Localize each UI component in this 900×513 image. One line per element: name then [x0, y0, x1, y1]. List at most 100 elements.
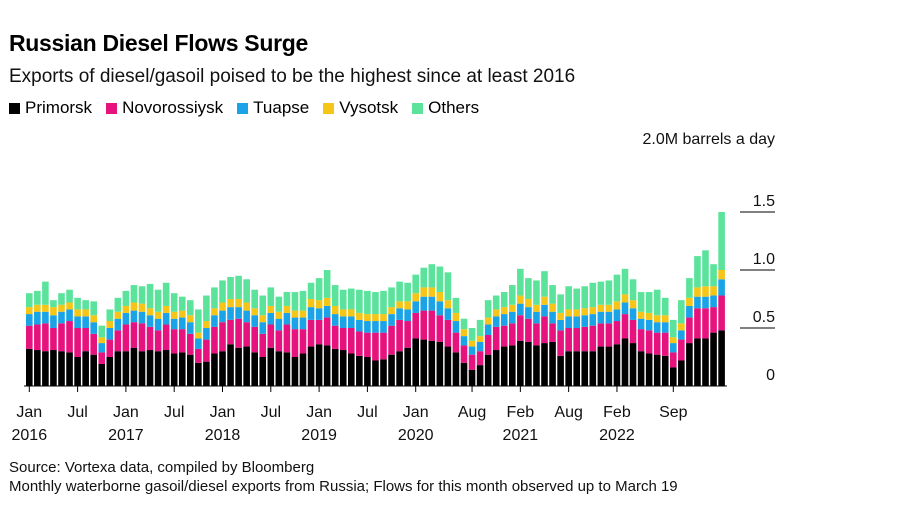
- bar-segment-tuapse: [420, 296, 428, 311]
- bar-segment-vysotsk: [613, 301, 621, 310]
- bar-segment-tuapse: [492, 316, 500, 327]
- bar-segment-vysotsk: [509, 304, 516, 312]
- bar-segment-tuapse: [299, 317, 307, 330]
- bar-segment-vysotsk: [307, 299, 315, 308]
- bar-segment-tuapse: [581, 315, 589, 327]
- bar-segment-primorsk: [541, 343, 548, 386]
- bar-segment-novorossiysk: [138, 323, 146, 352]
- bar-segment-novorossiysk: [670, 352, 677, 368]
- bar-segment-primorsk: [621, 338, 629, 386]
- legend-swatch-novorossiysk: [106, 102, 118, 114]
- bar-segment-novorossiysk: [364, 332, 371, 357]
- bar-segment-novorossiysk: [549, 323, 556, 342]
- bar-segment-tuapse: [396, 308, 403, 320]
- bar-segment-others: [581, 286, 589, 309]
- bar-segment-vysotsk: [251, 308, 258, 316]
- bar-segment-vysotsk: [468, 340, 476, 347]
- bar-segment-vysotsk: [195, 332, 202, 339]
- bar-segment-others: [170, 293, 178, 312]
- bar-segment-others: [154, 289, 162, 312]
- bar-segment-tuapse: [227, 307, 234, 320]
- bar-segment-primorsk: [154, 351, 162, 386]
- bar-segment-primorsk: [106, 357, 114, 386]
- bar-segment-primorsk: [203, 361, 210, 386]
- bar-segment-novorossiysk: [227, 319, 234, 345]
- bar-segment-novorossiysk: [162, 324, 170, 351]
- bar-segment-others: [50, 300, 57, 308]
- bar-segment-tuapse: [251, 315, 258, 327]
- bar-segment-novorossiysk: [380, 332, 387, 360]
- bar-segment-vysotsk: [460, 329, 468, 337]
- bar-segment-tuapse: [178, 317, 186, 330]
- bar-segment-tuapse: [436, 301, 444, 316]
- bar-segment-novorossiysk: [251, 326, 258, 353]
- bar-segment-others: [130, 285, 138, 303]
- bar-segment-primorsk: [476, 365, 484, 386]
- bar-segment-others: [412, 274, 419, 294]
- bar-segment-vysotsk: [718, 270, 725, 280]
- bar-segment-vysotsk: [331, 305, 339, 315]
- bar-segment-others: [549, 285, 556, 304]
- bar-segment-tuapse: [557, 319, 564, 331]
- bar-segment-others: [613, 274, 621, 302]
- bar-segment-others: [372, 292, 379, 315]
- bar-segment-primorsk: [146, 350, 154, 386]
- bar-segment-others: [90, 301, 97, 316]
- bar-segment-tuapse: [42, 311, 49, 324]
- bar-segment-novorossiysk: [428, 310, 436, 341]
- bar-segment-primorsk: [243, 346, 250, 386]
- bar-segment-others: [500, 292, 508, 308]
- bar-segment-vysotsk: [315, 300, 323, 309]
- bar-segment-primorsk: [90, 354, 97, 386]
- bar-segment-primorsk: [162, 350, 170, 386]
- bar-segment-tuapse: [154, 318, 162, 331]
- legend-label-novorossiysk: Novorossiysk: [122, 98, 224, 117]
- x-tick-month: Feb: [603, 404, 631, 421]
- bar-segment-vysotsk: [203, 321, 210, 328]
- bar-segment-tuapse: [645, 319, 653, 331]
- bar-segment-tuapse: [170, 318, 178, 330]
- bar-segment-vysotsk: [98, 337, 106, 344]
- bar-segment-tuapse: [533, 311, 540, 324]
- bar-segment-vysotsk: [396, 301, 403, 309]
- bar-segment-primorsk: [356, 355, 363, 386]
- bar-segment-others: [388, 287, 395, 308]
- bar-segment-primorsk: [58, 351, 65, 386]
- bar-segment-tuapse: [670, 343, 677, 353]
- x-tick-month: Jan: [306, 404, 332, 421]
- legend-swatch-others: [412, 102, 424, 114]
- bar-segment-primorsk: [283, 352, 291, 386]
- bar-segment-novorossiysk: [90, 333, 97, 355]
- bar-segment-tuapse: [597, 311, 605, 324]
- bar-segment-vysotsk: [219, 302, 226, 311]
- bar-segment-tuapse: [364, 321, 371, 333]
- bar-segment-primorsk: [549, 341, 556, 386]
- bar-segment-others: [380, 290, 387, 315]
- bar-segment-others: [315, 278, 323, 301]
- bar-segment-vysotsk: [670, 337, 677, 344]
- bar-segment-vysotsk: [243, 302, 250, 311]
- bar-segment-primorsk: [444, 346, 452, 386]
- bar-segment-others: [275, 296, 283, 312]
- bar-segment-tuapse: [219, 310, 226, 323]
- bar-segment-tuapse: [621, 302, 629, 315]
- bar-segment-primorsk: [259, 357, 267, 386]
- bar-segment-novorossiysk: [388, 325, 395, 355]
- bar-segment-tuapse: [243, 310, 250, 323]
- bar-segment-others: [557, 294, 564, 313]
- bar-segment-vysotsk: [178, 310, 186, 318]
- bar-segment-primorsk: [694, 338, 701, 386]
- bar-segment-vysotsk: [170, 311, 178, 319]
- bar-segment-primorsk: [267, 347, 275, 386]
- bar-segment-novorossiysk: [573, 328, 580, 352]
- bar-segment-primorsk: [315, 344, 323, 386]
- bar-segment-others: [267, 287, 275, 306]
- bar-segment-primorsk: [26, 348, 33, 386]
- bar-segment-primorsk: [653, 354, 661, 386]
- bar-segment-tuapse: [404, 309, 411, 322]
- bar-segment-tuapse: [90, 322, 97, 334]
- bar-segment-novorossiysk: [702, 308, 709, 339]
- bar-segment-tuapse: [444, 308, 452, 320]
- bar-segment-primorsk: [557, 355, 564, 386]
- bar-segment-tuapse: [412, 301, 419, 313]
